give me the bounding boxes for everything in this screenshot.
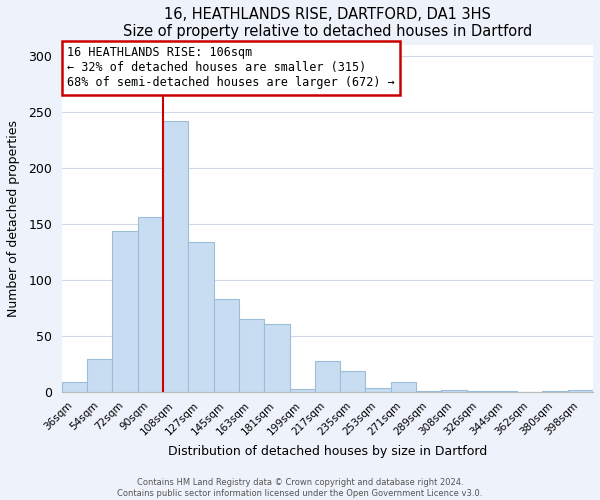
Bar — [467, 391, 492, 392]
Bar — [416, 391, 441, 392]
Bar — [62, 382, 87, 392]
Bar — [214, 299, 239, 392]
Bar — [188, 242, 214, 392]
Bar — [112, 231, 138, 392]
Bar — [315, 361, 340, 392]
Bar — [568, 390, 593, 392]
Y-axis label: Number of detached properties: Number of detached properties — [7, 120, 20, 317]
Bar — [542, 391, 568, 392]
Bar — [340, 371, 365, 392]
Bar — [290, 389, 315, 392]
X-axis label: Distribution of detached houses by size in Dartford: Distribution of detached houses by size … — [168, 445, 487, 458]
Bar — [391, 382, 416, 392]
Text: 16 HEATHLANDS RISE: 106sqm
← 32% of detached houses are smaller (315)
68% of sem: 16 HEATHLANDS RISE: 106sqm ← 32% of deta… — [67, 46, 395, 90]
Text: Contains HM Land Registry data © Crown copyright and database right 2024.
Contai: Contains HM Land Registry data © Crown c… — [118, 478, 482, 498]
Bar — [239, 320, 264, 392]
Bar — [138, 218, 163, 392]
Bar — [87, 358, 112, 392]
Bar — [492, 391, 517, 392]
Bar — [264, 324, 290, 392]
Bar — [163, 121, 188, 392]
Bar — [365, 388, 391, 392]
Title: 16, HEATHLANDS RISE, DARTFORD, DA1 3HS
Size of property relative to detached hou: 16, HEATHLANDS RISE, DARTFORD, DA1 3HS S… — [123, 7, 532, 40]
Bar — [441, 390, 467, 392]
